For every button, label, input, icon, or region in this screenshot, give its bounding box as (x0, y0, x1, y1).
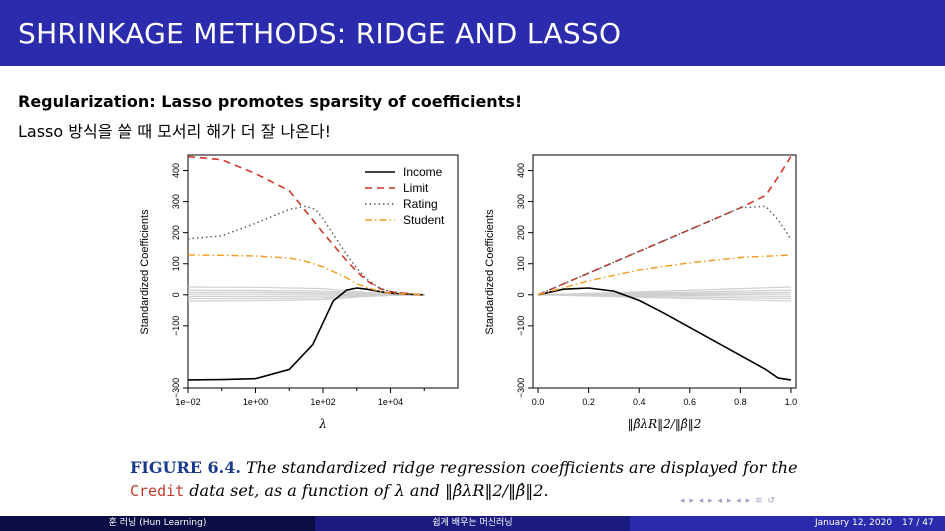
legend-label-limit: Limit (403, 181, 429, 195)
footer-course: 쉽게 배우는 머신러닝 (315, 516, 630, 531)
panel1-y-tick-label: 200 (171, 225, 181, 240)
caption-lambda: λ (394, 481, 405, 500)
panel2-frame (532, 154, 797, 389)
panel1-x-tick-label: 1e+00 (243, 397, 268, 407)
title-bar: SHRINKAGE METHODS: RIDGE AND LASSO (0, 0, 945, 66)
legend-label-student: Student (403, 213, 445, 227)
figure-label: FIGURE 6.4. (130, 458, 241, 477)
panel1-series-rating (187, 205, 425, 296)
panel1-x-tick-label: 1e−02 (175, 397, 200, 407)
panel2-y-axis-label: Standardized Coefficients (484, 209, 496, 335)
panel2-x-tick-label: 0.4 (633, 397, 646, 407)
beamer-nav-symbols[interactable]: ◂ ▸ ◂ ▸ ◂ ▸ ◂ ▸ ≡ ↺ (680, 496, 776, 506)
footer-page: 17 / 47 (902, 518, 934, 528)
panel1-x-axis-label: λ (318, 417, 327, 431)
panel2-x-axis-label: ‖β̂λR‖2/‖β̂‖2 (628, 417, 702, 431)
panel1-series-student (187, 254, 425, 296)
panel2-x-tick-label: 1.0 (785, 397, 798, 407)
panel1-y-tick-label: −300 (171, 378, 181, 398)
legend-label-income: Income (403, 165, 443, 179)
panel2-series-rating (537, 205, 792, 296)
figure-caption: FIGURE 6.4. The standardized ridge regre… (130, 456, 830, 503)
panel2-series-limit (537, 156, 792, 296)
panel1-y-tick-label: −100 (171, 316, 181, 336)
caption-norm-ratio: ‖β̂λR‖2/‖β̂‖2. (445, 481, 549, 500)
panel2-y-tick-label: 200 (516, 225, 526, 240)
legend-label-rating: Rating (403, 197, 438, 211)
caption-text-2: data set, as a function of (189, 481, 390, 500)
panel2-x-tick-label: 0.6 (684, 397, 697, 407)
panel1-series-income (187, 287, 425, 381)
panel1-y-tick-label: 300 (171, 194, 181, 209)
footer-author: 훈 러닝 (Hun Learning) (0, 516, 315, 531)
panel1-other-variable-line (187, 294, 425, 302)
footer-date: January 12, 2020 (815, 518, 893, 528)
panel1-y-axis-label: Standardized Coefficients (139, 209, 151, 335)
slide-heading: Regularization: Lasso promotes sparsity … (18, 92, 523, 111)
footer-bar: 훈 러닝 (Hun Learning) 쉽게 배우는 머신러닝 January … (0, 516, 945, 531)
footer-right: January 12, 2020 17 / 47 (630, 516, 945, 531)
panel2-y-tick-label: −100 (516, 316, 526, 336)
panel2-x-tick-label: 0.2 (582, 397, 595, 407)
panel1-series-limit (187, 155, 425, 296)
panel2-series-income (537, 287, 792, 381)
panel2-y-tick-label: 400 (516, 163, 526, 178)
panel1-x-tick-label: 1e+02 (310, 397, 335, 407)
panel2-other-variable-line (538, 294, 791, 302)
caption-and: and (409, 481, 440, 500)
panel2-x-tick-label: 0.0 (532, 397, 545, 407)
panel2-x-tick-label: 0.8 (734, 397, 747, 407)
panel2-y-tick-label: −300 (516, 378, 526, 398)
panel2-series-student (537, 254, 791, 296)
panel1-y-tick-label: 400 (171, 163, 181, 178)
panel2-y-tick-label: 0 (516, 292, 526, 297)
caption-text-1: The standardized ridge regression coeffi… (246, 458, 798, 477)
panel2-y-tick-label: 100 (516, 256, 526, 271)
slide-subline: Lasso 방식을 쓸 때 모서리 해가 더 잘 나온다! (18, 122, 332, 141)
panel1-y-tick-label: 0 (171, 292, 181, 297)
caption-dataset: Credit (130, 482, 185, 500)
panel1-y-tick-label: 100 (171, 256, 181, 271)
slide-title: SHRINKAGE METHODS: RIDGE AND LASSO (18, 17, 622, 50)
panel2-y-tick-label: 300 (516, 194, 526, 209)
panel1-x-tick-label: 1e+04 (378, 397, 403, 407)
